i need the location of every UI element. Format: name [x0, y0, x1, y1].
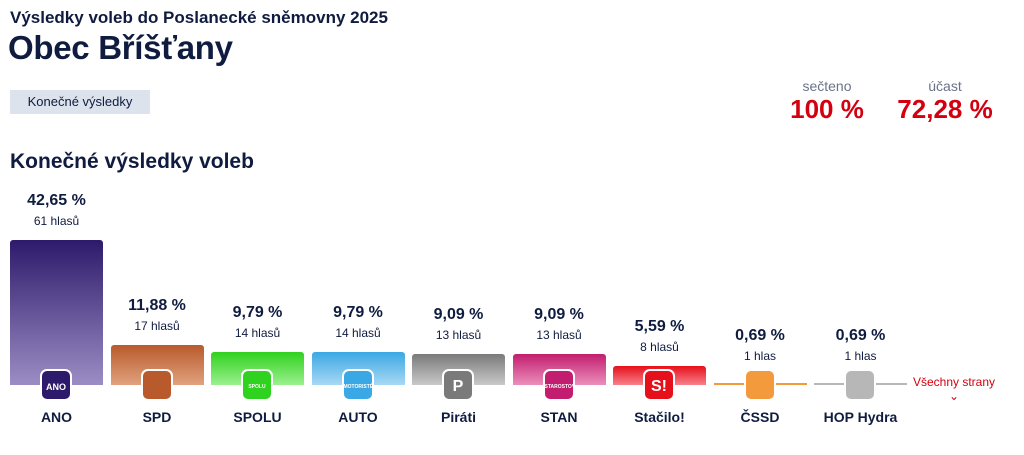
results-status-badge: Konečné výsledky — [10, 90, 150, 114]
value-label: 9,09 % — [433, 306, 484, 324]
votes-label: 13 hlasů — [536, 328, 582, 343]
party-logo-icon: S! — [643, 369, 675, 401]
votes-label: 13 hlasů — [435, 328, 482, 343]
all-parties-label: Všechny strany — [912, 375, 996, 389]
party-column-spd[interactable]: 11,88 % 17 hlasů SPD — [110, 185, 204, 425]
party-logo-icon — [743, 369, 776, 401]
votes-label: 1 hlas — [844, 349, 877, 363]
section-title: Konečné výsledky voleb — [10, 150, 254, 173]
votes-label: 17 hlasů — [134, 318, 180, 333]
value-label: 9,09 % — [534, 306, 584, 324]
results-bar-chart: 42,65 % 61 hlasů ANO ANO 11,88 % 17 hlasů SPD 9… — [0, 185, 1024, 445]
party-name: SPD — [142, 409, 172, 425]
value-label: 42,65 % — [27, 192, 86, 209]
value-label: 9,79 % — [333, 303, 383, 321]
party-logo-icon: SPOLU — [241, 369, 273, 401]
party-logo-icon — [844, 369, 876, 401]
bar-ano — [10, 240, 103, 385]
value-label: 11,88 % — [128, 296, 186, 314]
party-name: STAN — [540, 409, 578, 425]
party-logo-icon: STAROSTOVÉ — [542, 369, 575, 401]
party-column-pirati[interactable]: 9,09 % 13 hlasů P Piráti — [412, 185, 505, 425]
counted-label: sečteno — [802, 78, 852, 94]
votes-label: 14 hlasů — [335, 325, 381, 340]
chevron-down-icon: ⌄ — [948, 389, 960, 403]
turnout-stat: účast 72,28 % — [890, 78, 1000, 125]
votes-label: 8 hlasů — [640, 339, 679, 354]
party-name: ČSSD — [740, 409, 780, 425]
page-supertitle: Výsledky voleb do Poslanecké sněmovny 20… — [10, 8, 388, 27]
party-column-stacilo[interactable]: 5,59 % 8 hlasů S! Stačilo! — [613, 185, 706, 425]
votes-label: 14 hlasů — [234, 325, 281, 340]
party-column-cssd[interactable]: 0,69 % 1 hlas ČSSD — [713, 185, 807, 425]
page-title: Obec Bříšťany — [8, 29, 233, 66]
counted-stat: sečteno 100 % — [782, 78, 872, 125]
party-name: AUTO — [338, 409, 378, 425]
party-logo-icon: P — [442, 369, 474, 401]
party-column-stan[interactable]: 9,09 % 13 hlasů STAROSTOVÉ STAN — [512, 185, 606, 425]
party-column-auto[interactable]: 9,79 % 14 hlasů MOTORISTÉ AUTO — [311, 185, 405, 425]
party-logo-icon — [140, 369, 173, 401]
votes-label: 1 hlas — [743, 349, 777, 363]
party-name: HOP Hydra — [823, 409, 898, 425]
party-column-ano[interactable]: 42,65 % 61 hlasů ANO ANO — [10, 185, 103, 425]
value-label: 0,69 % — [735, 327, 785, 344]
turnout-value: 72,28 % — [897, 94, 993, 124]
party-column-spolu[interactable]: 9,79 % 14 hlasů SPOLU SPOLU — [211, 185, 304, 425]
all-parties-link[interactable]: Všechny strany ⌄ — [908, 375, 1000, 403]
turnout-label: účast — [928, 78, 962, 94]
party-name: Stačilo! — [634, 409, 685, 425]
party-logo-icon: MOTORISTÉ — [341, 369, 374, 401]
votes-label: 61 hlasů — [33, 214, 80, 228]
value-label: 9,79 % — [232, 303, 283, 321]
value-label: 5,59 % — [634, 317, 685, 335]
party-column-hop-hydra[interactable]: 0,69 % 1 hlas HOP Hydra — [814, 185, 907, 425]
party-name: ANO — [40, 409, 73, 425]
party-name: SPOLU — [233, 409, 282, 425]
counted-value: 100 % — [790, 94, 864, 124]
party-name: Piráti — [440, 409, 476, 425]
party-logo-icon: ANO — [40, 369, 72, 401]
value-label: 0,69 % — [835, 327, 886, 344]
